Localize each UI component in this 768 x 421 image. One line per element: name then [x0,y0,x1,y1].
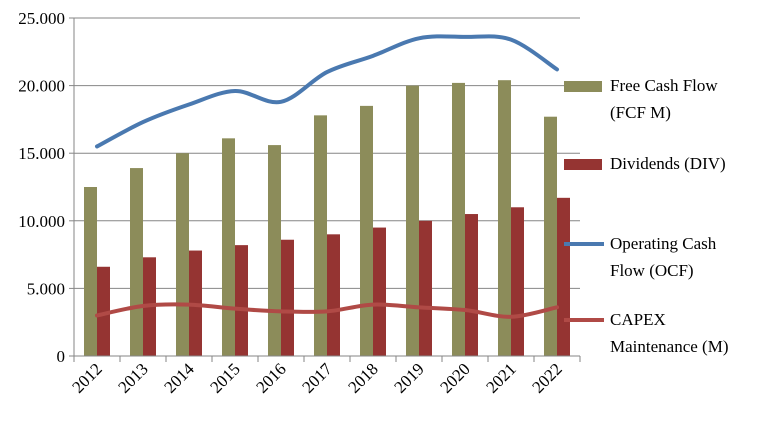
bar-div-2018 [373,227,386,356]
y-tick-label: 25.000 [18,9,65,28]
series-lines [95,34,559,319]
bar-div-2016 [281,239,294,356]
bar-fcf-2019 [406,85,419,356]
x-tick-label: 2021 [482,359,519,396]
bar-fcf-2021 [498,80,511,356]
y-tick-label: 10.000 [18,212,65,231]
bar-fcf-2022 [544,116,557,356]
bar-div-2015 [235,245,248,356]
x-tick-label: 2015 [206,359,243,396]
bar-fcf-2014 [176,153,189,356]
x-tick-label: 2022 [528,359,565,396]
legend-swatch-ocf [564,242,604,246]
legend-label-ocf-line1: Operating Cash [610,234,717,253]
legend-label-div-line1: Dividends (DIV) [610,154,726,173]
x-tick-label: 2014 [160,359,198,397]
bar-fcf-2016 [268,145,281,356]
legend-swatch-div [564,159,602,170]
legend-label-ocf-line2: Flow (OCF) [610,261,694,280]
legend-label-fcf-line2: (FCF M) [610,103,671,122]
bar-div-2017 [327,234,340,356]
bar-fcf-2017 [314,115,327,357]
x-tick-labels: 2012 2013 2014 2015 2016 2017 2018 2019 2020 2021… [68,359,565,397]
legend-swatch-fcf [564,81,602,92]
legend-label-div: Dividends (DIV) [610,150,768,177]
legend-swatch-capex [564,318,604,322]
line-ocf [95,34,559,149]
bar-fcf-2013 [130,168,143,356]
bar-div-2022 [557,197,570,356]
y-tick-label: 15.000 [18,144,65,163]
x-tick-label: 2012 [68,359,105,396]
legend-label-capex: CAPEX Maintenance (M) [610,306,768,360]
y-tick-labels: 0 5.000 10.000 15.000 20.000 25.000 [18,9,65,366]
bar-div-2021 [511,207,524,356]
legend-label-ocf: Operating Cash Flow (OCF) [610,230,768,284]
axes [69,17,581,362]
bar-fcf-2020 [452,82,465,356]
bar-div-2012 [97,266,110,356]
bars [84,80,570,357]
bar-fcf-2012 [84,187,97,356]
x-tick-label: 2020 [436,359,473,396]
bar-div-2019 [419,220,432,356]
x-tick-label: 2019 [390,359,427,396]
y-tick-label: 20.000 [18,77,65,96]
legend-label-capex-line2: Maintenance (M) [610,337,729,356]
legend: Free Cash Flow (FCF M) Dividends (DIV) O… [564,0,768,416]
x-tick-label: 2018 [344,359,381,396]
legend-label-capex-line1: CAPEX [610,310,666,329]
y-tick-label: 0 [57,347,66,366]
bar-fcf-2015 [222,138,235,356]
bar-fcf-2018 [360,105,373,356]
x-tick-label: 2013 [114,359,151,396]
line-capex [95,302,559,319]
legend-label-fcf: Free Cash Flow (FCF M) [610,72,768,126]
y-tick-label: 5.000 [27,279,65,298]
x-tick-label: 2017 [298,359,336,397]
legend-label-fcf-line1: Free Cash Flow [610,76,718,95]
bar-div-2020 [465,214,478,356]
x-tick-label: 2016 [252,359,289,396]
